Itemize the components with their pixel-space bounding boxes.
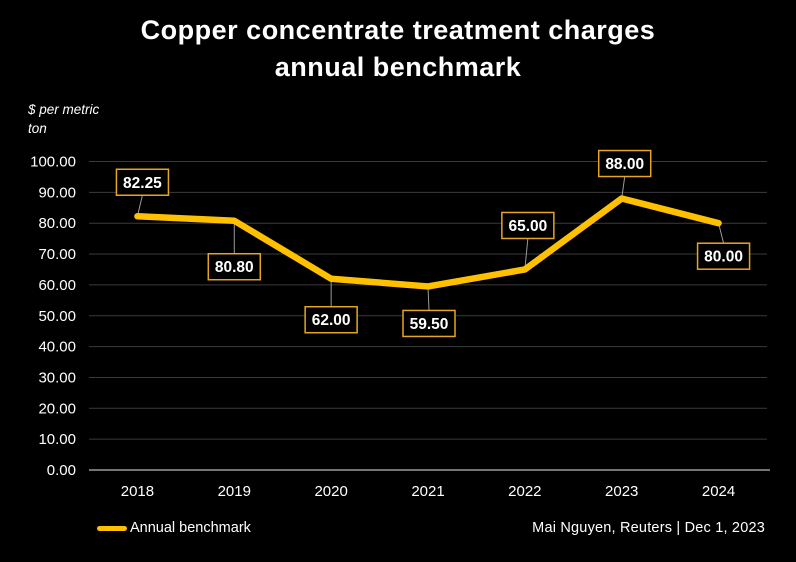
data-label-box [501, 211, 555, 240]
chart-title-line2: annual benchmark [274, 52, 522, 82]
data-label-value: 65.00 [508, 218, 547, 235]
annual-benchmark-line-series [134, 195, 722, 290]
y-tick-label: 100.00 [30, 154, 76, 171]
data-label-leader-line [136, 195, 143, 217]
x-tick-label: 2023 [605, 483, 638, 500]
x-tick-label: 2018 [121, 483, 154, 500]
y-tick-label: 30.00 [38, 369, 76, 386]
x-tick-label: 2022 [508, 483, 541, 500]
y-tick-label: 0.00 [47, 462, 76, 479]
y-tick-label: 90.00 [38, 184, 76, 201]
source-attribution: Mai Nguyen, Reuters | Dec 1, 2023 [532, 520, 765, 536]
data-label-leader-line [718, 223, 725, 244]
data-label-value: 62.00 [312, 312, 351, 329]
x-tick-label: 2019 [218, 483, 251, 500]
y-tick-label: 20.00 [38, 400, 76, 417]
x-tick-label: 2020 [314, 483, 347, 500]
y-tick-label: 60.00 [38, 277, 76, 294]
legend-label: Annual benchmark [130, 520, 251, 536]
y-axis-unit-label: $ per metric ton [28, 102, 100, 136]
data-label-value: 88.00 [605, 156, 644, 173]
data-label-leader-line [524, 238, 529, 270]
x-tick-label: 2024 [702, 483, 735, 500]
data-label-value: 82.25 [123, 175, 162, 192]
data-label-value: 80.00 [704, 249, 743, 266]
y-tick-label: 70.00 [38, 246, 76, 263]
data-label-box [402, 309, 456, 338]
data-label-box [115, 168, 170, 197]
y-tick-label: 10.00 [38, 431, 76, 448]
data-label-value: 59.50 [410, 316, 449, 333]
data-label-leader-line [621, 176, 626, 199]
y-tick-label: 40.00 [38, 339, 76, 356]
data-label-leader-line [427, 286, 430, 311]
data-label-box [207, 252, 262, 281]
y-tick-label: 50.00 [38, 308, 76, 325]
data-label-box [304, 305, 358, 334]
data-label-value: 80.80 [215, 259, 254, 276]
legend: Annual benchmark [97, 520, 251, 536]
data-label-box [597, 149, 652, 178]
footer-row: Annual benchmark Mai Nguyen, Reuters | D… [97, 520, 765, 536]
data-label-box [696, 242, 751, 270]
chart-title: Copper concentrate treatment charges ann… [0, 12, 796, 86]
x-tick-label: 2021 [411, 483, 444, 500]
y-tick-label: 80.00 [38, 215, 76, 232]
legend-line-swatch-icon [97, 525, 127, 531]
chart-title-line1: Copper concentrate treatment charges [140, 15, 656, 45]
